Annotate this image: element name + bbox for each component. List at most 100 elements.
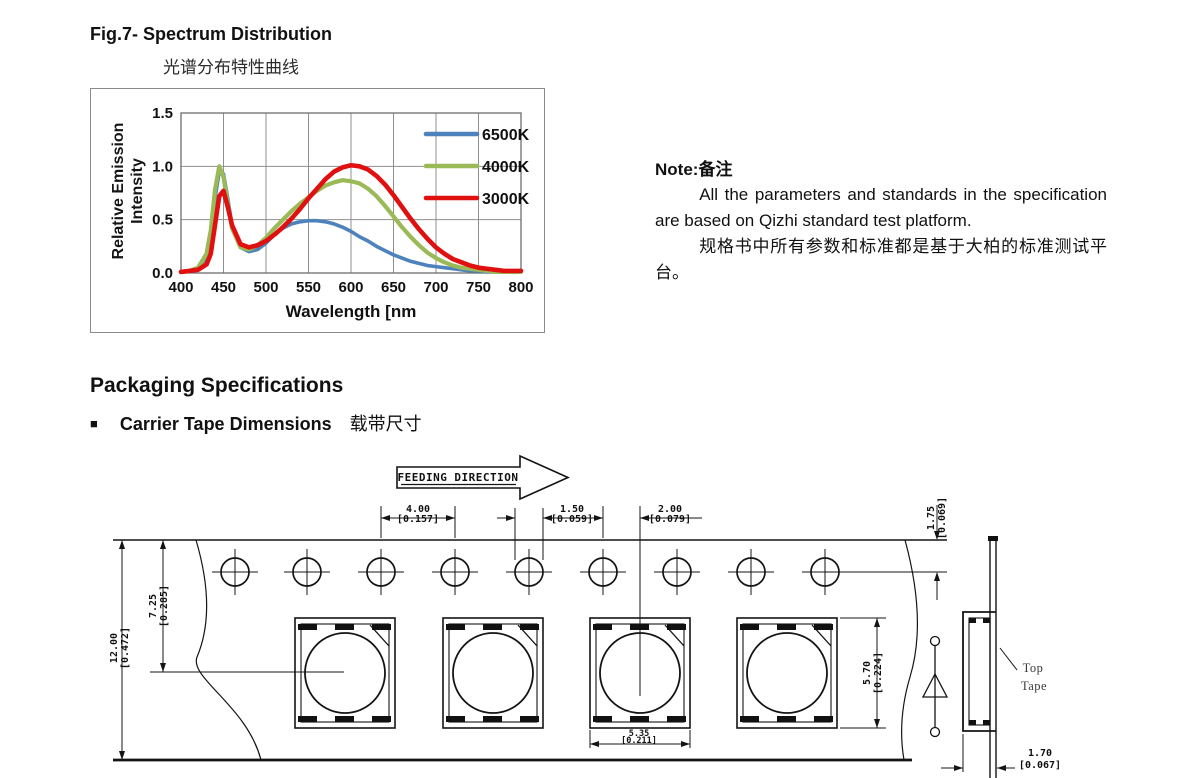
pocket-pad-mark <box>335 624 354 630</box>
dim-hole-diameter: 1.50 [0.059] <box>497 504 601 560</box>
y-tick-label: 1.5 <box>152 105 173 122</box>
x-tick-label: 700 <box>423 279 448 296</box>
y-tick-label: 1.0 <box>152 158 173 175</box>
unreel-symbol <box>921 635 949 738</box>
dimension-arrowhead <box>874 618 880 627</box>
y-tick-label: 0.0 <box>152 265 173 282</box>
legend-label-3000K: 3000K <box>482 191 530 208</box>
break-line-right <box>900 539 918 761</box>
x-tick-label: 650 <box>381 279 406 296</box>
dim-tape-thickness: 1.70 [0.067] <box>941 734 1061 772</box>
dimension-arrowhead <box>446 515 455 521</box>
dim-tape-width-mm: 12.00 <box>109 633 120 663</box>
carrier-tape-heading: ■ Carrier Tape Dimensions 载带尺寸 <box>90 410 422 436</box>
dimension-arrowhead <box>934 531 940 540</box>
dim-pitch-inch: [0.157] <box>397 514 439 525</box>
dim-pitch-mm: 4.00 <box>406 504 430 515</box>
carrier-tape-heading-cn: 载带尺寸 <box>349 414 422 434</box>
pocket-pad-mark <box>298 624 317 630</box>
dim-pocket-width-mm: 5.35 <box>629 729 649 739</box>
pocket-pad-mark <box>298 716 317 722</box>
sprocket-holes <box>212 549 848 595</box>
dim-hole-to-pocket: 2.00 [0.079] <box>584 504 702 696</box>
pocket-component-circle <box>746 632 828 714</box>
pocket-pad-mark <box>630 624 649 630</box>
dimension-arrowhead <box>934 572 940 581</box>
note-paragraph-cn: 规格书中所有参数和标准都是基于大柏的标准测试平台。 <box>655 237 1107 282</box>
break-line-left <box>195 539 262 761</box>
figure-subtitle-cn: 光谱分布特性曲线 <box>163 58 299 77</box>
x-tick-label: 500 <box>253 279 278 296</box>
pocket-pad-mark <box>446 716 465 722</box>
dimension-arrowhead <box>119 751 125 760</box>
pocket-component-circle <box>599 632 681 714</box>
dimension-arrowhead <box>160 540 166 549</box>
dim-edge-to-pocket-inch: [0.285] <box>159 585 170 627</box>
figure-title: Fig.7- Spectrum Distribution <box>90 24 333 44</box>
dim-hole-to-pocket-inch: [0.079] <box>649 514 691 525</box>
carrier-tape-heading-en: Carrier Tape Dimensions <box>119 414 332 434</box>
dim-pocket-width-inch: [0.211] <box>621 736 657 746</box>
dimension-arrowhead <box>119 540 125 549</box>
series-line-3000K <box>178 162 524 275</box>
dim-edge-to-hole: 1.75 [0.069] <box>926 497 948 600</box>
note-block: Note:备注 All the parameters and standards… <box>655 155 1107 286</box>
pocket-pad-mark <box>593 624 612 630</box>
dim-edge-to-hole-mm: 1.75 <box>926 506 937 530</box>
pocket-pad-mark <box>372 624 391 630</box>
feeding-direction-label: FEEDING DIRECTION <box>397 471 518 484</box>
dimension-arrowhead <box>640 515 649 521</box>
dimension-arrowhead <box>594 515 603 521</box>
x-axis-title: Wavelength [nm <box>286 302 417 321</box>
dim-pocket-height: 5.70 [0.224] <box>840 617 886 729</box>
dim-edge-to-pocket: 7.25 [0.285] <box>148 540 170 672</box>
spectrum-chart: Relative Emission Intensity 400 450 500 550… <box>90 88 545 333</box>
pocket-pad-mark <box>520 716 539 722</box>
pocket-pad-mark <box>335 716 354 722</box>
dim-hole-diameter-inch: [0.059] <box>551 514 593 525</box>
dimension-arrowheads <box>119 515 1006 771</box>
dim-edge-to-pocket-mm: 7.25 <box>148 594 159 618</box>
x-tick-label: 550 <box>296 279 321 296</box>
tape-pocket <box>442 617 544 729</box>
tape-outline <box>113 539 947 762</box>
dimension-arrowhead <box>997 765 1006 771</box>
dim-pitch: 4.00 [0.157] <box>380 504 456 538</box>
dim-tape-thickness-mm: 1.70 <box>1028 748 1052 759</box>
pocket-pad-mark <box>483 624 502 630</box>
feeding-direction-arrow: FEEDING DIRECTION <box>396 454 570 501</box>
dimension-arrowhead <box>381 515 390 521</box>
dimension-arrowhead <box>954 765 963 771</box>
pocket-pad-mark <box>777 624 796 630</box>
pocket-component-circle <box>304 632 386 714</box>
note-paragraph-en: All the parameters and standards in the … <box>655 185 1107 230</box>
dim-edge-to-hole-inch: [0.069] <box>937 497 948 539</box>
pocket-pad-mark <box>667 624 686 630</box>
dimension-arrowhead <box>543 515 552 521</box>
pocket-pad-mark <box>814 716 833 722</box>
x-tick-label: 750 <box>466 279 491 296</box>
pocket-pad-mark <box>520 624 539 630</box>
pocket-pad-mark <box>667 716 686 722</box>
top-tape-leader-line <box>999 647 1018 671</box>
dim-tape-width-inch: [0.472] <box>120 627 131 669</box>
tape-pocket <box>589 617 691 729</box>
x-tick-label: 600 <box>338 279 363 296</box>
y-tick-label: 0.5 <box>152 212 173 229</box>
legend-label-6500K: 6500K <box>482 127 530 144</box>
tape-pocket <box>736 617 838 729</box>
dimension-arrowhead <box>681 741 690 747</box>
pocket-pad-mark <box>372 716 391 722</box>
dim-tape-thickness-inch: [0.067] <box>1019 760 1061 771</box>
pocket-pad-mark <box>630 716 649 722</box>
dim-hole-to-pocket-mm: 2.00 <box>658 504 682 515</box>
top-tape-label-line1: Top <box>1023 661 1044 675</box>
x-tick-label: 400 <box>168 279 193 296</box>
dim-pocket-height-inch: [0.224] <box>873 652 884 694</box>
dim-tape-width: 12.00 [0.472] <box>109 540 131 760</box>
dimension-arrowhead <box>590 741 599 747</box>
dimension-arrowhead <box>160 663 166 672</box>
dim-pocket-height-mm: 5.70 <box>862 661 873 685</box>
tape-pockets <box>294 617 838 729</box>
pocket-pad-mark <box>740 716 759 722</box>
